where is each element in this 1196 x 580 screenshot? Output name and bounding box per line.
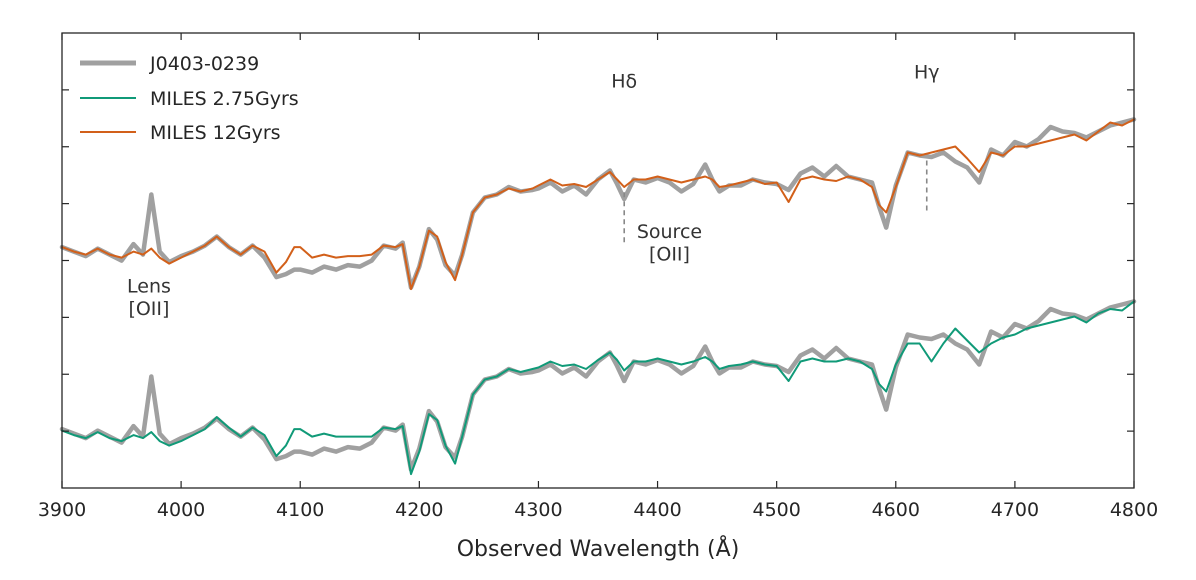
x-tick-label: 4600 bbox=[872, 499, 920, 521]
legend-label-miles-12: MILES 12Gyrs bbox=[150, 122, 281, 144]
series-line-miles-2-75gyrs bbox=[61, 300, 1135, 476]
x-tick-label: 4300 bbox=[514, 499, 562, 521]
annotation-source-oii: [OII] bbox=[649, 244, 690, 266]
annotation-hgamma: Hγ bbox=[914, 62, 940, 84]
annotation-lens-label: Lens bbox=[127, 275, 171, 297]
annotation-hdelta: Hδ bbox=[611, 71, 637, 93]
x-tick-label: 4400 bbox=[633, 499, 681, 521]
annotation-lens-oii: [OII] bbox=[128, 298, 169, 320]
tick-layer: 3900 4000 4100 4200 4300 4400 4500 4600 4700 4800 bbox=[38, 33, 1158, 521]
legend: J0403-0239 MILES 2.75Gyrs MILES 12Gyrs bbox=[80, 53, 299, 144]
legend-label-miles-2-75: MILES 2.75Gyrs bbox=[150, 88, 299, 110]
annotation-source-label: Source bbox=[637, 221, 702, 243]
x-tick-label: 4200 bbox=[395, 499, 443, 521]
x-tick-label: 4700 bbox=[991, 499, 1039, 521]
x-tick-label: 4000 bbox=[157, 499, 205, 521]
series-line-j0403-0239-upper-copy bbox=[59, 117, 1137, 290]
series-line-j0403-0239 bbox=[59, 299, 1137, 472]
x-tick-label: 4500 bbox=[752, 499, 800, 521]
x-tick-label: 3900 bbox=[38, 499, 86, 521]
x-tick-label: 4800 bbox=[1110, 499, 1158, 521]
x-tick-label: 4100 bbox=[276, 499, 324, 521]
series-layer bbox=[59, 117, 1137, 476]
x-axis-title: Observed Wavelength (Å) bbox=[457, 535, 740, 562]
legend-label-observed: J0403-0239 bbox=[149, 53, 259, 75]
series-line-miles-12gyrs bbox=[61, 118, 1135, 291]
